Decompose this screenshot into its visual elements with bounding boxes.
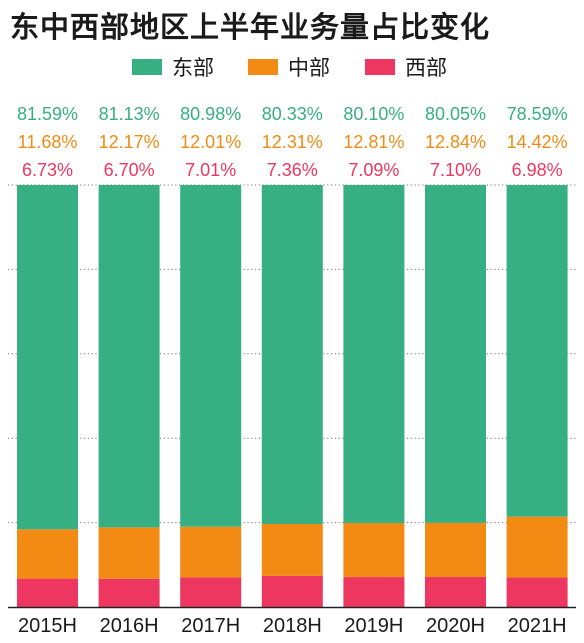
legend: 东部 中部 西部 xyxy=(0,54,584,80)
x-tick-label: 2015H xyxy=(18,615,77,637)
bar-segment-west xyxy=(343,577,405,607)
bar-segment-east xyxy=(506,185,568,517)
x-tick-label: 2018H xyxy=(263,615,322,637)
bar-segment-east xyxy=(180,185,242,527)
data-label-west: 6.98% xyxy=(512,160,563,180)
data-label-west: 6.73% xyxy=(22,160,73,180)
chart-title: 东中西部地区上半年业务量占比变化 xyxy=(10,10,491,44)
legend-label-west: 西部 xyxy=(405,56,447,80)
legend-item-central: 中部 xyxy=(248,54,330,80)
data-label-west: 7.09% xyxy=(348,160,399,180)
x-tick-label: 2019H xyxy=(344,615,403,637)
bar-segment-west xyxy=(180,577,242,607)
legend-swatch-central xyxy=(248,59,278,75)
bar-segment-central xyxy=(261,523,323,576)
data-label-east: 80.10% xyxy=(343,104,404,124)
data-label-central: 12.17% xyxy=(99,132,160,152)
legend-label-east: 东部 xyxy=(172,56,214,80)
data-label-central: 11.68% xyxy=(18,132,78,152)
x-tick-label: 2017H xyxy=(181,615,240,637)
bar-segment-east xyxy=(261,185,323,524)
data-label-west: 7.01% xyxy=(185,160,236,180)
bar-segment-west xyxy=(98,578,160,607)
legend-item-east: 东部 xyxy=(132,54,214,80)
data-label-west: 7.10% xyxy=(430,160,481,180)
data-label-central: 14.42% xyxy=(507,132,568,152)
data-label-east: 80.33% xyxy=(262,104,323,124)
data-label-east: 81.13% xyxy=(99,104,160,124)
data-label-central: 12.31% xyxy=(262,132,323,152)
bar-segment-central xyxy=(180,526,242,578)
data-label-west: 7.36% xyxy=(267,160,318,180)
bar-segment-west xyxy=(261,575,323,607)
bar-segment-west xyxy=(425,577,486,607)
x-tick-label: 2020H xyxy=(426,615,485,637)
bar-segment-east xyxy=(425,185,486,523)
legend-label-central: 中部 xyxy=(288,56,330,80)
legend-swatch-west xyxy=(365,59,395,75)
bar-segment-east xyxy=(343,185,405,524)
data-label-west: 6.70% xyxy=(104,160,155,180)
data-label-east: 80.05% xyxy=(425,104,486,124)
bar-segment-central xyxy=(506,516,568,578)
bar-segment-central xyxy=(425,522,486,578)
data-label-central: 12.01% xyxy=(180,132,241,152)
data-label-central: 12.84% xyxy=(425,132,486,152)
data-label-central: 12.81% xyxy=(343,132,404,152)
legend-item-west: 西部 xyxy=(365,54,447,80)
bar-segment-east xyxy=(17,185,78,530)
legend-swatch-east xyxy=(132,59,162,75)
data-label-east: 80.98% xyxy=(180,104,241,124)
x-tick-label: 2021H xyxy=(508,615,567,637)
bar-segment-east xyxy=(98,185,160,528)
data-label-east: 81.59% xyxy=(17,104,78,124)
bar-segment-west xyxy=(506,577,568,607)
data-label-east: 78.59% xyxy=(507,104,568,124)
bar-segment-west xyxy=(17,578,78,607)
bar-segment-central xyxy=(17,529,78,579)
bar-segment-central xyxy=(98,527,160,579)
x-tick-label: 2016H xyxy=(100,615,159,637)
bar-segment-central xyxy=(343,523,405,578)
